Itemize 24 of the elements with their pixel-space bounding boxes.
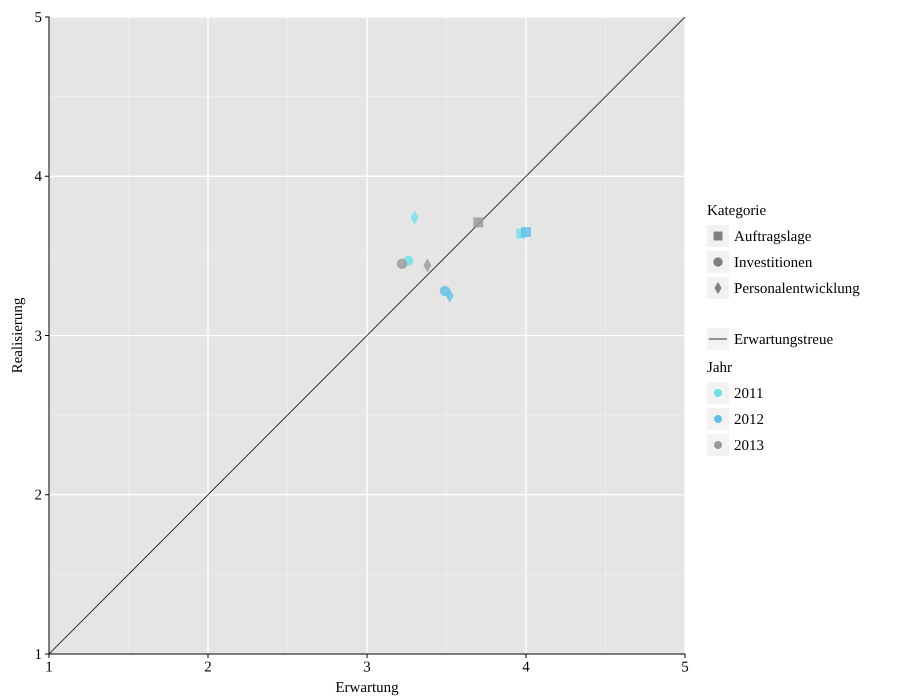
legend-label: 2013	[734, 438, 764, 454]
legend-label: 2011	[734, 386, 764, 402]
legend-label: Auftragslage	[734, 229, 812, 245]
x-axis-title: Erwartung	[335, 680, 400, 696]
y-tick-label: 5	[34, 10, 42, 26]
x-tick-label: 3	[363, 660, 371, 676]
legend-label: Erwartungstreue	[734, 332, 834, 348]
x-tick-label: 2	[204, 660, 212, 676]
legend-label: 2012	[734, 412, 764, 428]
legend-label: Personalentwicklung	[734, 281, 860, 297]
point	[473, 217, 484, 228]
x-tick-label: 4	[522, 660, 530, 676]
point	[521, 226, 531, 237]
y-axis-title: Realisierung	[10, 297, 26, 374]
y-tick-label: 4	[34, 169, 42, 186]
y-tick-label: 1	[34, 646, 42, 663]
text: Jahr	[707, 360, 732, 376]
y-tick-label: 3	[34, 328, 42, 344]
x-tick-label: 1	[45, 660, 53, 676]
y-tick-label: 2	[34, 488, 42, 504]
point	[396, 258, 408, 270]
x-tick-label: 5	[681, 660, 689, 676]
legend-title: Kategorie	[707, 203, 766, 219]
legend-label: Investitionen	[734, 255, 813, 271]
